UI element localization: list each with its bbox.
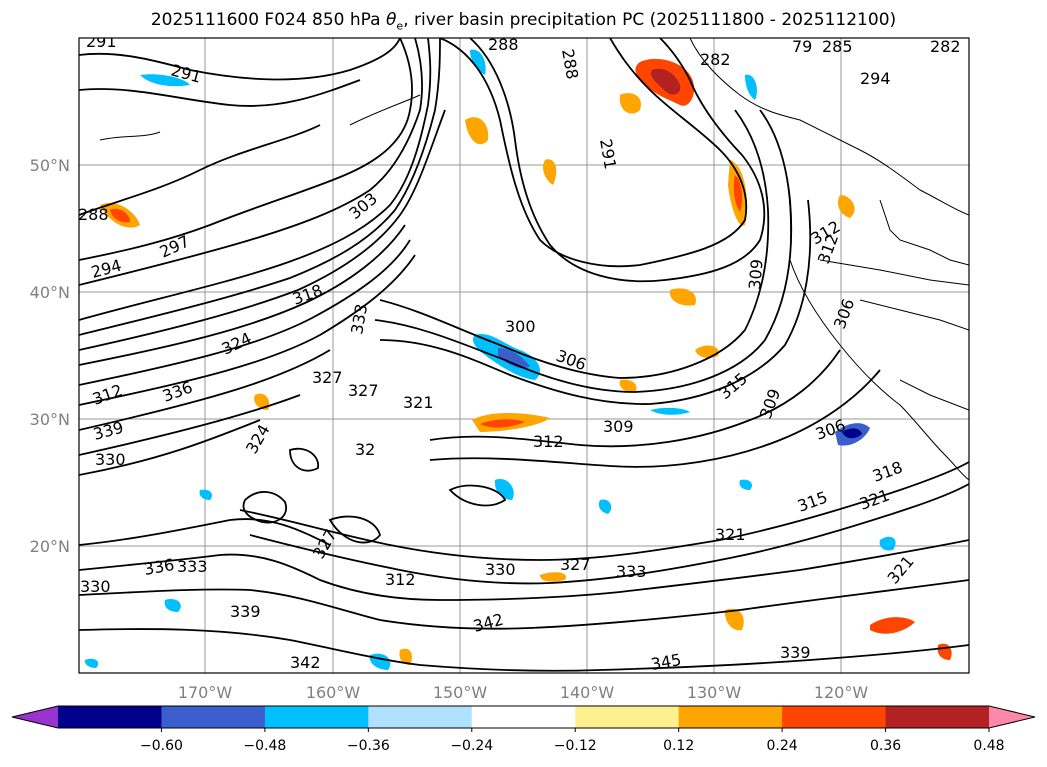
- colorbar-segment: [161, 706, 266, 728]
- contour-label: 309: [603, 417, 634, 436]
- contour-label: 330: [80, 577, 111, 596]
- latitude-labels: 50°N 40°N 30°N 20°N: [30, 156, 70, 556]
- colorbar-segment: [885, 706, 990, 728]
- map-title: 2025111600 F024 850 hPa θe, river basin …: [150, 10, 897, 33]
- colorbar-tick-label: 0.48: [973, 738, 1004, 754]
- contour-label: 285: [822, 37, 853, 56]
- lon-label: 170°W: [178, 683, 233, 702]
- contour-label: 327: [312, 368, 343, 387]
- colorbar-segment: [368, 706, 473, 728]
- lon-label: 140°W: [560, 683, 615, 702]
- lon-label: 160°W: [306, 683, 361, 702]
- colorbar-extend-low: [12, 706, 58, 728]
- contour-label: 342: [290, 653, 321, 672]
- contour-label: 294: [860, 69, 891, 88]
- theta-e-contours: [79, 38, 969, 672]
- contour-label: 300: [505, 317, 536, 336]
- colorbar-segment: [575, 706, 680, 728]
- contour-label: 330: [485, 560, 516, 579]
- map-area: 291 291 288 288 282 79 285 282 294 291 2…: [78, 32, 969, 674]
- colorbar-tick-label: −0.60: [140, 738, 183, 754]
- contour-label: 339: [780, 643, 811, 662]
- lat-label: 40°N: [30, 283, 70, 302]
- contour-label: 339: [230, 602, 261, 621]
- lon-label: 120°W: [814, 683, 869, 702]
- lon-label: 130°W: [687, 683, 742, 702]
- precip-positive-shading: [100, 58, 952, 665]
- contour-label: 321: [715, 525, 746, 544]
- contour-label: 327: [560, 555, 591, 574]
- contour-label: 327: [348, 381, 379, 400]
- map-frame: [78, 37, 970, 674]
- contour-label: 330: [95, 450, 126, 469]
- colorbar-tick-label: 0.12: [663, 738, 694, 754]
- colorbar-outline: [11, 705, 1036, 729]
- contour-label: 79: [792, 37, 812, 56]
- lon-label: 150°W: [433, 683, 488, 702]
- contour-label: 291: [86, 32, 117, 51]
- contour-label: 288: [488, 35, 519, 54]
- colorbar-tick-label: −0.12: [554, 738, 597, 754]
- colorbar-tick-label: −0.24: [450, 738, 493, 754]
- colorbar-tick-label: −0.36: [347, 738, 390, 754]
- colorbar-tick-label: 0.36: [870, 738, 901, 754]
- contour-label: 321: [403, 393, 434, 412]
- colorbar-tick-label: 0.24: [767, 738, 798, 754]
- colorbar-segment: [471, 706, 576, 728]
- colorbar-tick-label: −0.48: [243, 738, 286, 754]
- contour-label: 333: [177, 557, 208, 576]
- contour-label: 309: [745, 258, 767, 290]
- colorbar-segment: [264, 706, 369, 728]
- contour-label: 288: [78, 205, 109, 224]
- lat-label: 30°N: [30, 410, 70, 429]
- contour-labels: 291 291 288 288 282 79 285 282 294 291 2…: [78, 32, 961, 674]
- contour-label: 312: [533, 432, 564, 451]
- contour-label: 345: [649, 650, 682, 674]
- colorbar: −0.60 −0.48 −0.36 −0.24 −0.12 0.12 0.24 0.36 0.4…: [11, 705, 1036, 754]
- colorbar-segment: [782, 706, 887, 728]
- lat-label: 50°N: [30, 156, 70, 175]
- lat-label: 20°N: [30, 537, 70, 556]
- contour-label: 333: [616, 562, 647, 581]
- colorbar-segment: [678, 706, 783, 728]
- longitude-labels: 170°W 160°W 150°W 140°W 130°W 120°W: [178, 683, 869, 702]
- contour-label: 282: [700, 50, 731, 69]
- contour-label: 32: [355, 440, 375, 459]
- colorbar-segment: [58, 706, 162, 728]
- contour-label: 312: [385, 570, 416, 589]
- contour-label: 282: [930, 37, 961, 56]
- colorbar-extend-high: [989, 706, 1035, 728]
